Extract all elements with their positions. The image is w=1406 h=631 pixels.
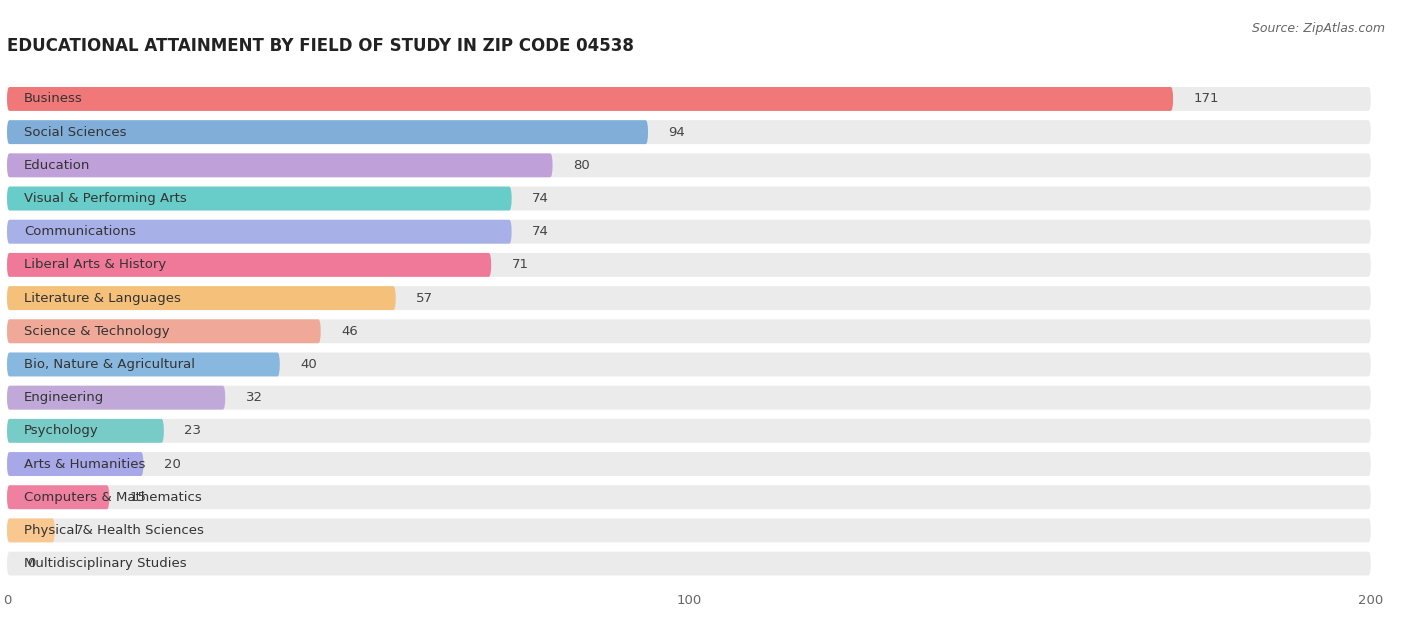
FancyBboxPatch shape xyxy=(7,452,1371,476)
FancyBboxPatch shape xyxy=(7,187,512,211)
FancyBboxPatch shape xyxy=(7,187,1371,211)
FancyBboxPatch shape xyxy=(7,153,553,177)
Text: Business: Business xyxy=(24,93,83,105)
Text: Physical & Health Sciences: Physical & Health Sciences xyxy=(24,524,204,537)
FancyBboxPatch shape xyxy=(7,485,1371,509)
FancyBboxPatch shape xyxy=(7,220,1371,244)
Text: 32: 32 xyxy=(246,391,263,404)
Text: 74: 74 xyxy=(531,192,548,205)
Text: 0: 0 xyxy=(28,557,37,570)
FancyBboxPatch shape xyxy=(7,286,395,310)
FancyBboxPatch shape xyxy=(7,120,648,144)
FancyBboxPatch shape xyxy=(7,386,225,410)
FancyBboxPatch shape xyxy=(7,386,1371,410)
Text: Multidisciplinary Studies: Multidisciplinary Studies xyxy=(24,557,187,570)
FancyBboxPatch shape xyxy=(7,452,143,476)
Text: 57: 57 xyxy=(416,292,433,305)
FancyBboxPatch shape xyxy=(7,519,1371,543)
FancyBboxPatch shape xyxy=(7,551,1371,575)
Text: 71: 71 xyxy=(512,259,529,271)
FancyBboxPatch shape xyxy=(7,220,512,244)
Text: 94: 94 xyxy=(668,126,685,139)
Text: Social Sciences: Social Sciences xyxy=(24,126,127,139)
FancyBboxPatch shape xyxy=(7,253,1371,277)
FancyBboxPatch shape xyxy=(7,319,321,343)
Text: Computers & Mathematics: Computers & Mathematics xyxy=(24,491,202,504)
FancyBboxPatch shape xyxy=(7,120,1371,144)
Text: Engineering: Engineering xyxy=(24,391,104,404)
Text: Source: ZipAtlas.com: Source: ZipAtlas.com xyxy=(1251,22,1385,35)
Text: 74: 74 xyxy=(531,225,548,239)
FancyBboxPatch shape xyxy=(7,87,1173,111)
FancyBboxPatch shape xyxy=(7,87,1371,111)
FancyBboxPatch shape xyxy=(7,419,165,443)
Text: 80: 80 xyxy=(574,159,589,172)
FancyBboxPatch shape xyxy=(7,419,1371,443)
Text: Arts & Humanities: Arts & Humanities xyxy=(24,457,145,471)
Text: Psychology: Psychology xyxy=(24,424,98,437)
Text: 15: 15 xyxy=(129,491,146,504)
Text: Bio, Nature & Agricultural: Bio, Nature & Agricultural xyxy=(24,358,195,371)
Text: Communications: Communications xyxy=(24,225,136,239)
FancyBboxPatch shape xyxy=(7,353,1371,377)
FancyBboxPatch shape xyxy=(7,353,280,377)
Text: 40: 40 xyxy=(301,358,316,371)
Text: 20: 20 xyxy=(165,457,181,471)
Text: EDUCATIONAL ATTAINMENT BY FIELD OF STUDY IN ZIP CODE 04538: EDUCATIONAL ATTAINMENT BY FIELD OF STUDY… xyxy=(7,37,634,56)
FancyBboxPatch shape xyxy=(7,519,55,543)
Text: Science & Technology: Science & Technology xyxy=(24,325,170,338)
Text: Literature & Languages: Literature & Languages xyxy=(24,292,181,305)
Text: 7: 7 xyxy=(76,524,84,537)
Text: Visual & Performing Arts: Visual & Performing Arts xyxy=(24,192,187,205)
Text: Education: Education xyxy=(24,159,90,172)
FancyBboxPatch shape xyxy=(7,319,1371,343)
Text: Liberal Arts & History: Liberal Arts & History xyxy=(24,259,166,271)
FancyBboxPatch shape xyxy=(7,286,1371,310)
FancyBboxPatch shape xyxy=(7,153,1371,177)
Text: 171: 171 xyxy=(1194,93,1219,105)
FancyBboxPatch shape xyxy=(7,253,491,277)
FancyBboxPatch shape xyxy=(7,485,110,509)
Text: 23: 23 xyxy=(184,424,201,437)
Text: 46: 46 xyxy=(342,325,359,338)
